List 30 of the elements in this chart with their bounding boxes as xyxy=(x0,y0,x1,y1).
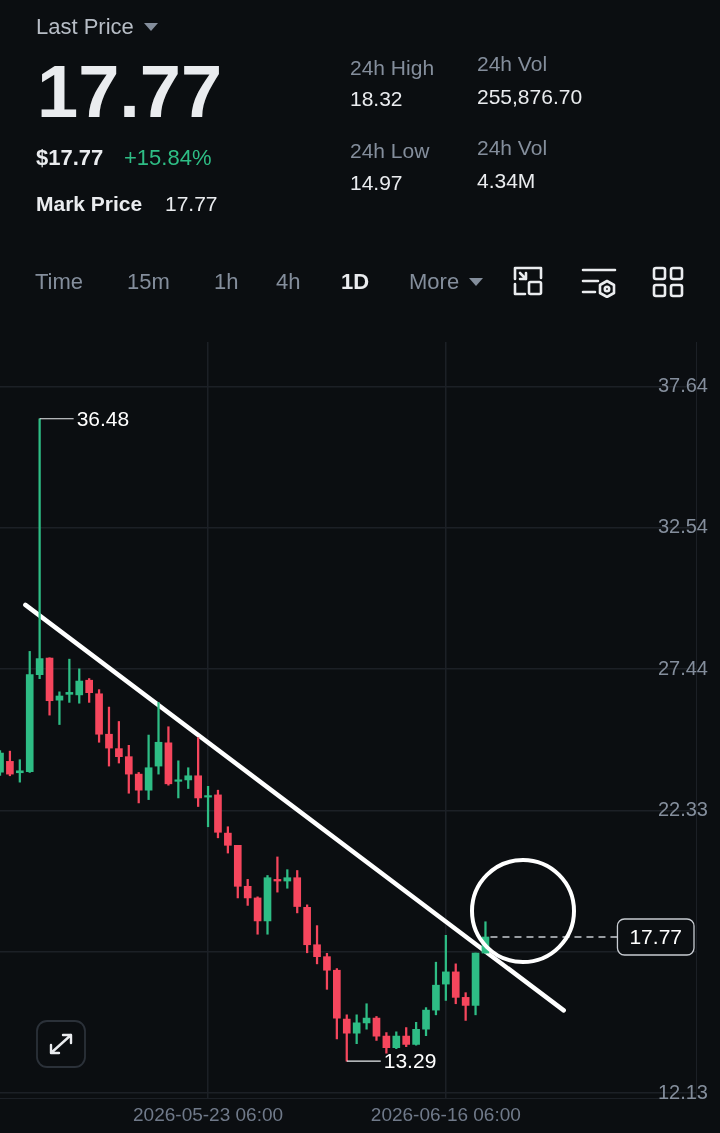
text: 4h xyxy=(276,269,301,294)
x-tick-label: 2026-05-23 06:00 xyxy=(133,1103,284,1125)
text: 255,876.70 xyxy=(477,84,583,108)
text: 24h High xyxy=(350,55,435,79)
y-tick-label: 22.33 xyxy=(657,798,708,821)
text: Time xyxy=(35,269,84,294)
y-tick-label: 32.54 xyxy=(657,515,708,538)
text: 17.77 xyxy=(165,191,218,215)
text: +15.84% xyxy=(124,145,212,170)
text: 24h Vol xyxy=(477,135,548,159)
y-tick-label: 37.64 xyxy=(657,374,708,397)
text: 17.77 xyxy=(37,50,223,133)
text: Mark Price xyxy=(36,191,143,215)
text: Last Price xyxy=(36,14,134,39)
x-tick-label: 2026-06-16 06:00 xyxy=(370,1103,521,1125)
text: 24h Vol xyxy=(477,51,548,75)
text: 1D xyxy=(341,269,370,294)
annotation: 36.48 xyxy=(76,406,130,430)
y-tick-label: 12.13 xyxy=(657,1080,708,1103)
text: 4.34M xyxy=(477,168,536,192)
text: 18.32 xyxy=(350,86,403,110)
text: More xyxy=(409,269,460,294)
text: 1h xyxy=(214,269,239,294)
text: 14.97 xyxy=(350,170,403,194)
text: 24h Low xyxy=(350,138,430,162)
text: 15m xyxy=(127,269,170,294)
annotation: 13.29 xyxy=(383,1048,437,1072)
text: $17.77 xyxy=(36,145,104,170)
y-tick-label: 27.44 xyxy=(657,656,708,679)
ref-line-label: 17.77 xyxy=(629,924,683,948)
